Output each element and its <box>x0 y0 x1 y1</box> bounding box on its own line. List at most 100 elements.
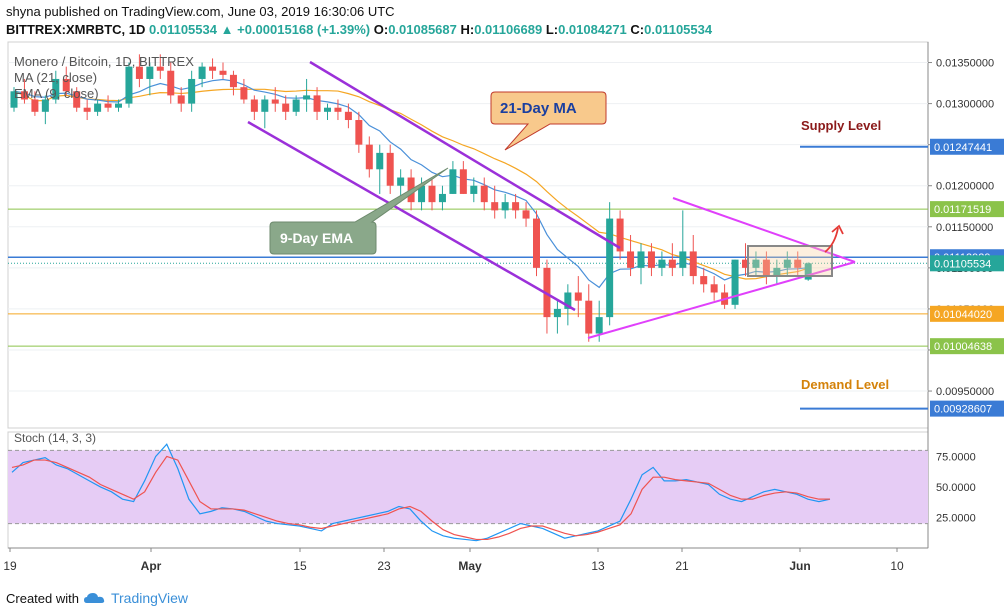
candle-body <box>198 66 206 79</box>
price-pane-frame <box>7 41 929 429</box>
candle-body <box>188 78 196 104</box>
candle-body <box>564 292 572 309</box>
candle-body <box>261 99 269 112</box>
price-tag <box>930 201 1004 218</box>
candle-body <box>752 259 760 268</box>
candle-body <box>794 259 802 268</box>
stoch-d-line <box>11 455 830 541</box>
candle-body <box>512 202 520 211</box>
low-value: 0.01084271 <box>558 22 627 37</box>
candle-body <box>731 259 739 305</box>
footer: Created with TradingView <box>6 590 188 606</box>
candle-body <box>449 169 457 194</box>
candle-body <box>616 218 624 252</box>
change-arrow-icon: ▲ <box>220 22 234 37</box>
candle-body <box>334 107 342 112</box>
candle-body <box>313 95 321 112</box>
candle-body <box>585 300 593 334</box>
y-tick-label: 0.01150000 <box>936 222 993 234</box>
candle-body <box>668 259 676 268</box>
price-tag-label: 0.01247441 <box>934 142 992 154</box>
candle-body <box>355 120 363 145</box>
tradingview-brand[interactable]: TradingView <box>110 590 189 606</box>
price-tag-label: 0.01105534 <box>934 258 991 270</box>
candle-body <box>167 70 175 96</box>
candle-body <box>10 91 18 108</box>
legend-ma: MA (21, close) <box>14 70 97 85</box>
candle-body <box>742 259 749 268</box>
candle-body <box>627 251 635 268</box>
open-value: 0.01085687 <box>388 22 457 37</box>
x-tick-label: 21 <box>675 559 689 573</box>
candle-body <box>156 66 164 71</box>
candle-body <box>480 185 488 203</box>
ema-callout-box <box>269 167 449 255</box>
candle-body <box>428 185 436 203</box>
candle-body <box>386 152 394 186</box>
last-price: 0.01105534 <box>149 22 217 37</box>
candle-body <box>250 99 258 112</box>
candle-body <box>282 103 290 112</box>
candle-body <box>83 107 91 112</box>
x-tick-label: May <box>458 559 482 573</box>
breakout-arrowhead-icon <box>831 224 844 235</box>
candle-body <box>418 185 426 203</box>
candle-body <box>271 99 279 104</box>
demand-level-label: Demand Level <box>801 377 889 392</box>
x-tick-label: Apr <box>141 559 162 573</box>
consolidation-box <box>747 245 833 277</box>
candle-body <box>804 263 812 280</box>
published-line: shyna published on TradingView.com, June… <box>6 4 395 19</box>
stoch-tick-label: 75.0000 <box>936 451 976 463</box>
ma-21-line <box>13 88 809 280</box>
candle-body <box>177 95 185 104</box>
candle-body <box>52 78 60 100</box>
price-tag <box>930 138 1004 155</box>
x-tick-label: 15 <box>293 559 307 573</box>
candle-body <box>710 284 718 293</box>
supply-level-label: Supply Level <box>801 118 881 133</box>
ohlc-bar: BITTREX:XMRBTC, 1D 0.01105534 ▲ +0.00015… <box>6 22 712 37</box>
close-value: 0.01105534 <box>644 22 713 37</box>
candle-body <box>344 111 352 121</box>
candle-body <box>438 193 446 203</box>
price-tag-label: 0.01044020 <box>934 309 992 321</box>
candle-body <box>229 74 237 88</box>
ema-callout-text: 9-Day EMA <box>280 230 353 246</box>
price-tag <box>930 305 1004 322</box>
candle-body <box>209 66 217 71</box>
stoch-label: Stoch (14, 3, 3) <box>14 431 96 445</box>
ma-callout-box <box>490 91 607 151</box>
stoch-tick-label: 50.0000 <box>936 482 976 494</box>
candle-body <box>31 99 39 112</box>
stoch-band <box>8 450 928 524</box>
candle-body <box>62 78 70 92</box>
candle-body <box>240 87 248 100</box>
x-tick-label: 13 <box>591 559 605 573</box>
candle-body <box>700 276 708 285</box>
candle-body <box>125 66 133 104</box>
triangle-lower-line <box>587 261 856 339</box>
candle-body <box>20 91 28 100</box>
candle-body <box>647 251 655 268</box>
y-tick-label: 0.00950000 <box>936 386 994 398</box>
candle-body <box>658 259 666 268</box>
candle-body <box>459 169 467 194</box>
candle-body <box>324 107 331 112</box>
channel-upper-line <box>309 60 621 250</box>
low-label: L: <box>545 22 559 37</box>
candle-body <box>303 95 311 100</box>
price-tag <box>930 400 1004 417</box>
candle-body <box>533 218 540 268</box>
y-tick-label: 0.01300000 <box>936 99 994 111</box>
candle-body <box>679 251 687 268</box>
price-tag <box>930 255 1004 272</box>
high-label: H: <box>460 22 475 37</box>
open-label: O: <box>373 22 389 37</box>
candle-body <box>501 202 509 211</box>
breakout-arrow-icon <box>824 227 839 253</box>
legend-title: Monero / Bitcoin, 1D, BITTREX <box>14 54 194 69</box>
candle-body <box>135 66 143 79</box>
ma-callout-text: 21-Day MA <box>500 100 577 117</box>
